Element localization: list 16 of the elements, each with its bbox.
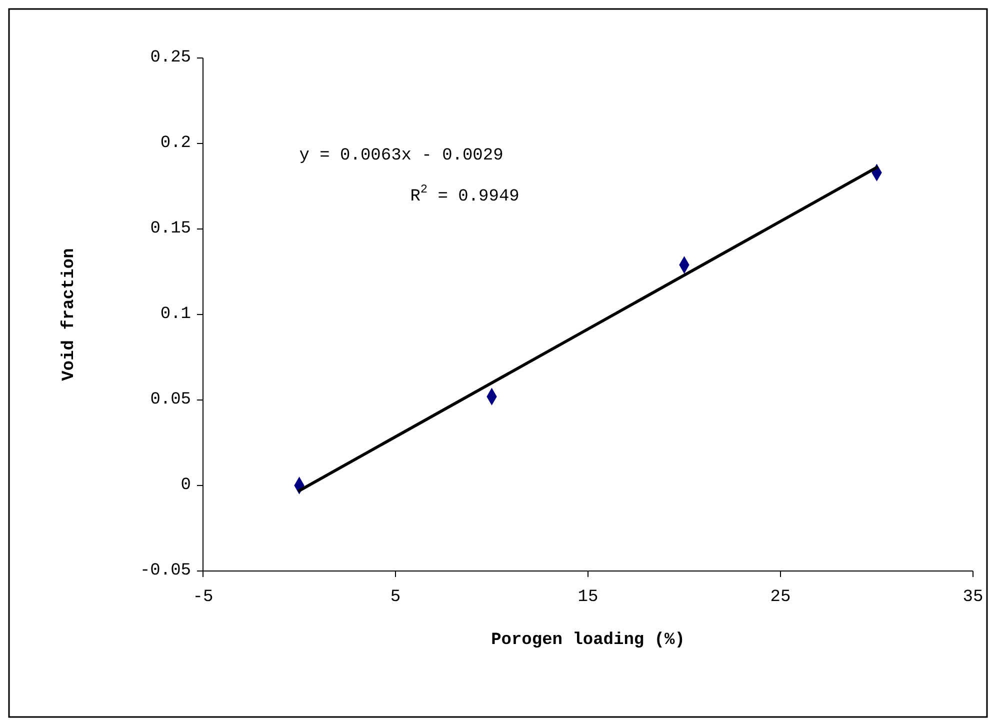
y-tick-label: 0.25 [150,48,191,68]
annotation: y = 0.0063x - 0.0029 [299,146,504,165]
y-tick-label: 0 [180,476,191,495]
x-tick-label: 25 [770,588,791,607]
y-tick-label: 0.2 [160,134,191,153]
annotation: R$^{2}$ = 0.9949 [410,182,520,206]
y-axis-title: Void fraction [60,248,79,381]
y-tick-label: 0.05 [150,390,191,410]
x-tick-label: 15 [578,588,598,607]
y-tick-label: 0.15 [150,220,191,238]
x-tick-label: 35 [962,588,984,607]
y-tick-label: 0.1 [160,305,191,324]
x-axis-title: Porogen loading (%) [491,631,685,650]
x-tick-label: -5 [192,588,214,607]
x-tick-label: 5 [390,588,401,607]
y-tick-label: -0.05 [140,562,191,580]
